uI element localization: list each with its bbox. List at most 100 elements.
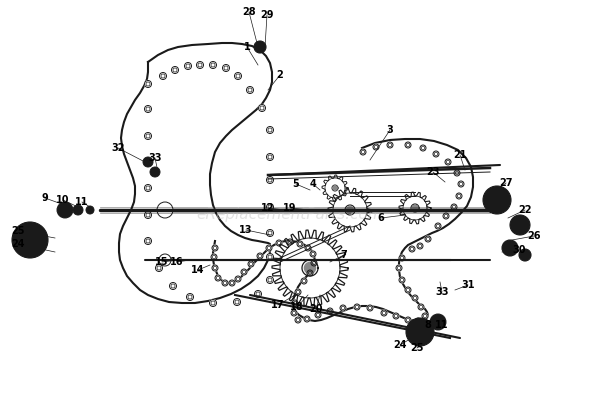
Text: eReplacementParts.com: eReplacementParts.com — [196, 207, 384, 222]
Circle shape — [209, 61, 217, 68]
Circle shape — [443, 213, 449, 219]
Circle shape — [304, 263, 316, 274]
Circle shape — [405, 287, 411, 293]
Circle shape — [169, 283, 176, 290]
Circle shape — [502, 240, 518, 256]
Circle shape — [185, 63, 192, 70]
Circle shape — [333, 186, 337, 190]
Circle shape — [454, 170, 460, 176]
Text: 3: 3 — [386, 125, 394, 135]
Circle shape — [159, 72, 166, 79]
Circle shape — [145, 238, 152, 245]
Circle shape — [510, 215, 530, 235]
Text: 11: 11 — [76, 197, 88, 207]
Text: 24: 24 — [394, 340, 407, 350]
Text: 21: 21 — [453, 150, 467, 160]
Text: 25: 25 — [410, 343, 424, 353]
Text: 9: 9 — [42, 193, 48, 203]
Text: 27: 27 — [499, 178, 513, 188]
Circle shape — [399, 255, 405, 261]
Circle shape — [247, 86, 254, 94]
Circle shape — [156, 265, 162, 272]
Text: 26: 26 — [527, 231, 541, 241]
Circle shape — [433, 317, 443, 327]
Circle shape — [88, 208, 92, 212]
Circle shape — [157, 202, 173, 218]
Text: 15: 15 — [155, 257, 169, 267]
Circle shape — [145, 211, 152, 218]
Circle shape — [291, 310, 297, 316]
Circle shape — [145, 81, 152, 88]
Circle shape — [354, 304, 360, 310]
Circle shape — [412, 205, 418, 211]
Circle shape — [405, 317, 411, 323]
Circle shape — [406, 318, 434, 346]
Circle shape — [310, 251, 316, 257]
Text: 33: 33 — [148, 153, 162, 163]
Circle shape — [145, 159, 151, 165]
Circle shape — [12, 222, 48, 258]
Circle shape — [267, 177, 274, 184]
Circle shape — [420, 145, 426, 151]
Circle shape — [373, 144, 379, 150]
Circle shape — [412, 295, 418, 301]
Circle shape — [433, 151, 439, 157]
Circle shape — [254, 290, 261, 297]
Circle shape — [22, 232, 38, 248]
Circle shape — [211, 254, 217, 260]
Text: 33: 33 — [435, 287, 449, 297]
Circle shape — [311, 260, 317, 266]
Text: 5: 5 — [293, 179, 299, 189]
Circle shape — [234, 299, 241, 306]
Circle shape — [75, 207, 81, 213]
Circle shape — [295, 289, 301, 295]
Circle shape — [521, 251, 529, 259]
Circle shape — [172, 67, 179, 74]
Text: 16: 16 — [171, 257, 183, 267]
Circle shape — [258, 105, 266, 112]
Text: 23: 23 — [426, 167, 440, 177]
Circle shape — [143, 157, 153, 167]
Circle shape — [387, 142, 393, 148]
Circle shape — [307, 270, 313, 276]
Circle shape — [360, 149, 366, 155]
Circle shape — [257, 253, 263, 259]
Circle shape — [445, 159, 451, 165]
Text: 6: 6 — [378, 213, 384, 223]
Circle shape — [152, 169, 158, 175]
Circle shape — [304, 316, 310, 322]
Circle shape — [367, 305, 373, 311]
Circle shape — [276, 240, 282, 246]
Circle shape — [292, 300, 298, 306]
Circle shape — [267, 254, 274, 261]
Text: 17: 17 — [271, 300, 285, 310]
Text: 18: 18 — [290, 302, 304, 312]
Circle shape — [215, 275, 221, 281]
Text: 24: 24 — [11, 239, 25, 249]
Circle shape — [491, 194, 503, 206]
Circle shape — [150, 167, 160, 177]
Circle shape — [17, 227, 43, 253]
Circle shape — [222, 280, 228, 286]
Circle shape — [399, 277, 405, 283]
Circle shape — [57, 202, 73, 218]
Circle shape — [287, 239, 293, 245]
Circle shape — [315, 312, 321, 318]
Circle shape — [234, 72, 241, 79]
Text: 19: 19 — [283, 203, 297, 213]
Circle shape — [229, 280, 235, 286]
Circle shape — [235, 276, 241, 282]
Circle shape — [267, 276, 274, 283]
Circle shape — [267, 229, 274, 236]
Circle shape — [209, 299, 217, 306]
Circle shape — [410, 322, 430, 342]
Circle shape — [145, 184, 152, 191]
Circle shape — [267, 153, 274, 160]
Circle shape — [483, 186, 511, 214]
Circle shape — [145, 159, 152, 166]
Text: 7: 7 — [340, 250, 348, 260]
Circle shape — [381, 310, 387, 316]
Circle shape — [425, 236, 431, 242]
Text: 28: 28 — [242, 7, 256, 17]
Text: 20: 20 — [309, 304, 323, 314]
